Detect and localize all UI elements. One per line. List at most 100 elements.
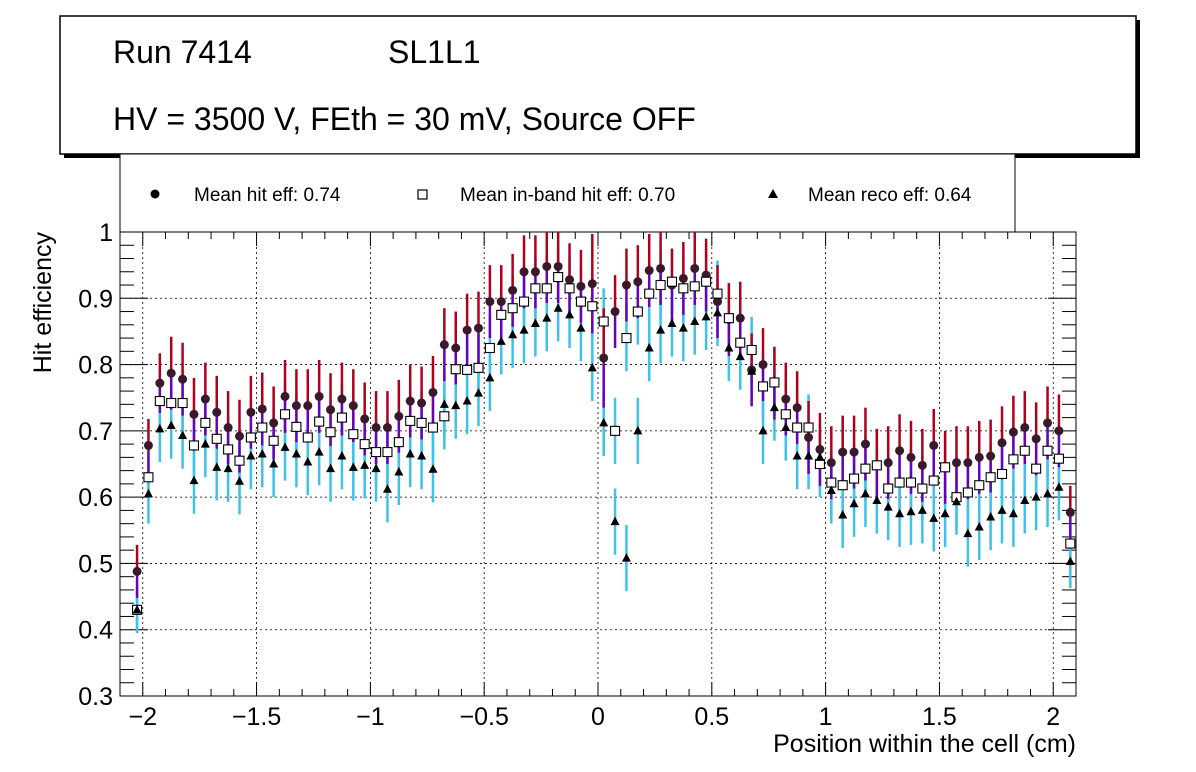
hit-point <box>223 423 233 433</box>
hit-point <box>394 411 404 421</box>
hit-point <box>178 374 188 384</box>
inband-point <box>792 422 803 433</box>
inband-point <box>359 439 370 450</box>
reco-point <box>417 451 427 460</box>
reco-point <box>474 388 483 397</box>
reco-point <box>872 495 882 504</box>
legend-hit-marker <box>150 189 160 199</box>
hit-point <box>895 446 905 456</box>
inband-point <box>974 480 985 491</box>
reco-point <box>1065 556 1075 565</box>
reco-point <box>189 475 199 485</box>
legend-entry-hit: Mean hit eff: 0.74 <box>150 185 341 206</box>
hit-point <box>952 458 961 468</box>
reco-point <box>1008 508 1018 518</box>
inband-point <box>371 447 382 458</box>
inband-point <box>416 417 427 428</box>
reco-point <box>713 307 722 317</box>
reco-point <box>906 506 916 516</box>
reco-point <box>621 553 631 562</box>
y-axis-title: Hit efficiency <box>29 232 57 374</box>
hit-point <box>599 353 609 363</box>
inband-point <box>154 395 165 407</box>
hit-point <box>781 394 791 404</box>
reco-point <box>451 400 461 410</box>
hit-point <box>132 566 142 576</box>
x-tick-label: 2 <box>1046 703 1060 731</box>
hit-point <box>565 275 575 285</box>
reco-point <box>200 439 210 448</box>
inband-point <box>712 288 723 299</box>
inband-point <box>518 296 530 307</box>
hit-point <box>508 285 518 295</box>
hit-point <box>428 387 438 397</box>
reco-point <box>143 488 153 498</box>
hit-point <box>576 281 586 291</box>
inband-point <box>757 381 769 392</box>
hit-point <box>189 409 199 419</box>
hit-point <box>883 458 893 468</box>
x-tick-label: −2 <box>129 703 158 731</box>
reco-point <box>895 508 905 518</box>
inband-point <box>166 397 177 409</box>
inband-point <box>553 272 564 283</box>
reco-point <box>405 449 415 458</box>
inband-point <box>177 397 188 409</box>
reco-point <box>132 604 142 614</box>
reco-point <box>1043 488 1053 498</box>
reco-point <box>223 463 233 473</box>
inband-point <box>769 377 780 388</box>
hit-point <box>587 279 597 289</box>
hit-point <box>860 439 870 449</box>
reco-point <box>804 451 814 460</box>
inband-point <box>894 477 905 488</box>
x-tick-label: 0.5 <box>694 703 729 731</box>
inband-point <box>1042 445 1053 456</box>
reco-point <box>781 422 791 432</box>
hit-point <box>314 391 324 401</box>
reco-point <box>883 502 893 511</box>
inband-point <box>382 447 393 458</box>
x-tick-label: 1.5 <box>922 703 957 731</box>
error-bars <box>135 232 1072 634</box>
hit-point <box>974 452 984 462</box>
hit-point <box>303 401 313 411</box>
hit-point <box>542 261 552 271</box>
reco-point <box>747 366 757 375</box>
reco-point <box>496 336 506 345</box>
layer-label: SL1L1 <box>388 34 481 70</box>
inband-point <box>530 283 541 294</box>
x-tick-label: −0.5 <box>460 703 509 731</box>
reco-point <box>178 430 188 439</box>
hit-point <box>246 407 256 417</box>
inband-point <box>610 425 621 436</box>
hit-point <box>633 277 643 287</box>
reco-point <box>940 508 950 518</box>
reco-point <box>735 351 745 361</box>
hit-point <box>451 343 461 353</box>
reco-point <box>701 311 711 321</box>
hit-point <box>713 297 722 307</box>
reco-point <box>553 303 563 312</box>
y-tick-label: 0.3 <box>78 683 113 711</box>
reco-point <box>724 343 734 352</box>
hit-point <box>1065 507 1075 517</box>
inband-point <box>735 337 746 348</box>
reco-point <box>508 329 518 339</box>
x-tick-label: −1 <box>356 703 385 731</box>
reco-point <box>360 460 370 469</box>
inband-point <box>587 301 598 312</box>
inband-point <box>302 432 313 443</box>
inband-point <box>985 472 996 483</box>
inband-point <box>871 460 882 471</box>
legend: Mean hit eff: 0.74 Mean in-band hit eff:… <box>119 153 1016 233</box>
inband-point <box>860 463 871 474</box>
inband-point <box>427 422 439 433</box>
hit-point <box>1031 434 1041 444</box>
reco-point <box>678 323 688 332</box>
y-tick-label: 0.4 <box>78 617 113 645</box>
inband-point <box>257 422 268 433</box>
inband-point <box>336 412 347 423</box>
inband-point <box>234 455 245 466</box>
hit-point <box>621 280 631 290</box>
